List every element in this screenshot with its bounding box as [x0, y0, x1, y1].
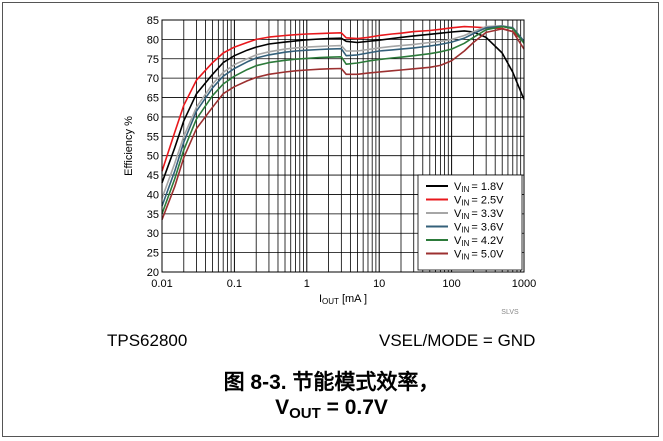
legend-entry-label: VIN = 2.5V: [454, 195, 504, 208]
legend-entry-label: VIN = 3.6V: [454, 222, 504, 235]
y-tick-label: 75: [147, 54, 159, 66]
x-tick-label: 0.01: [151, 278, 172, 290]
y-tick-label: 35: [147, 209, 159, 221]
series-line-1: [161, 25, 525, 172]
figure-title: 图 8-3. 节能模式效率，: [223, 371, 440, 394]
y-tick-label: 30: [147, 228, 159, 240]
series-line-2: [161, 24, 525, 199]
y-tick-label: 60: [147, 112, 159, 124]
x-tick-label: 1: [304, 278, 310, 290]
legend-entry-label: VIN = 1.8V: [454, 181, 504, 194]
y-tick-label: 70: [147, 73, 159, 85]
figure-subtitle: VOUT = 0.7V: [275, 396, 388, 422]
series-line-3: [161, 25, 525, 207]
series-line-5: [161, 28, 525, 220]
legend-box: [417, 174, 523, 271]
y-tick-label: 40: [147, 189, 159, 201]
y-tick-label: 65: [147, 93, 159, 105]
series-line-0: [161, 30, 525, 184]
y-tick-label: 45: [147, 170, 159, 182]
y-axis-label: Efficiency %: [123, 116, 135, 176]
chart-series: [161, 24, 525, 220]
y-tick-label: 20: [147, 267, 159, 279]
x-tick-label: 1000: [512, 278, 536, 290]
x-tick-label: 100: [442, 278, 460, 290]
corner-tag: SLVS: [501, 309, 519, 316]
y-tick-label: 80: [147, 34, 159, 46]
y-tick-label: 25: [147, 248, 159, 260]
x-axis-label: IOUT [mA ]: [319, 293, 367, 306]
legend-entry-label: VIN = 5.0V: [454, 249, 504, 262]
y-tick-label: 50: [147, 151, 159, 163]
efficiency-chart: 20 25 30 35 40 45 50 55 60 65 70 75 80 85 0.01 0.1 1 10 1…: [123, 15, 536, 316]
y-tick-label: 55: [147, 131, 159, 143]
legend-entry-label: VIN = 3.3V: [454, 208, 504, 221]
legend-entry-label: VIN = 4.2V: [454, 235, 504, 248]
y-tick-label: 85: [147, 15, 159, 27]
x-tick-label: 10: [373, 278, 385, 290]
x-tick-label: 0.1: [227, 278, 242, 290]
config-text: VSEL/MODE = GND: [379, 331, 536, 350]
x-tick-labels: 0.01 0.1 1 10 100 1000: [151, 278, 536, 290]
y-tick-labels: 20 25 30 35 40 45 50 55 60 65 70 75 80 85: [147, 15, 159, 279]
figure-frame: [2, 2, 659, 437]
plot-border: [161, 19, 525, 273]
device-name: TPS62800: [107, 331, 188, 350]
series-line-4: [161, 25, 525, 215]
